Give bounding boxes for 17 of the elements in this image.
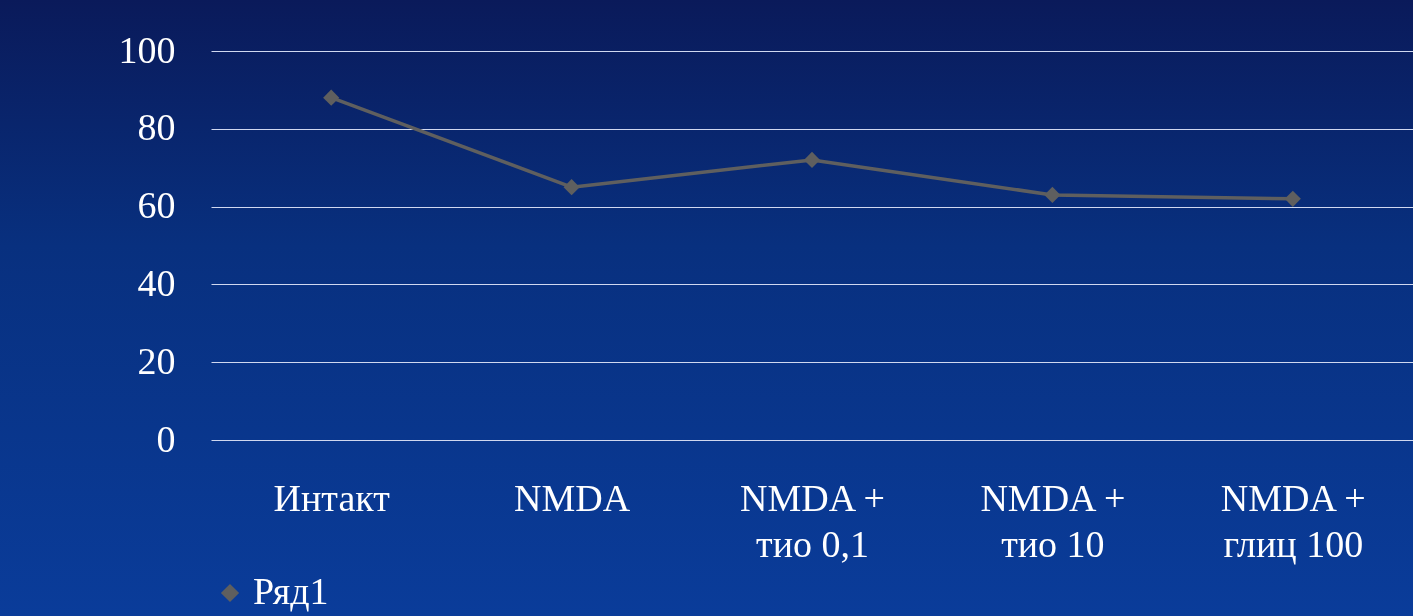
y-tick-label: 40: [137, 261, 176, 304]
y-tick-label: 0: [156, 417, 176, 460]
x-tick-label: NMDA + глиц 100: [1220, 476, 1366, 565]
y-tick-label: 60: [137, 184, 176, 227]
y-tick-label: 20: [137, 339, 176, 382]
point: [803, 151, 821, 168]
y-tick-label: 80: [137, 106, 176, 149]
point: [563, 179, 580, 196]
x-tick-label: NMDA + тио 0,1: [740, 476, 885, 565]
x-tick-label: NMDA + тио 10: [980, 476, 1126, 565]
point: [1284, 190, 1301, 207]
x-tick-label: NMDA: [514, 476, 631, 519]
y-tick-label: 100: [118, 28, 176, 71]
legend-label: Ряд1: [253, 570, 329, 612]
x-tick-label: Интакт: [273, 476, 391, 519]
point: [1044, 186, 1061, 203]
point: [323, 89, 340, 106]
